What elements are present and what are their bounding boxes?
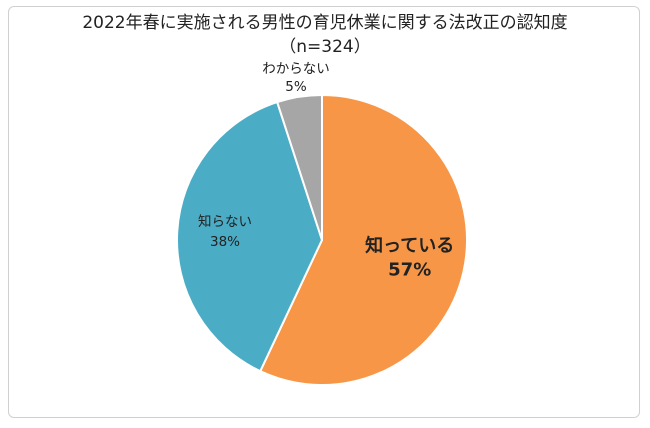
pie-slices [176,93,468,386]
chart-subtitle: （n=324） [279,37,371,57]
slice-label-2: 知らない [198,213,252,230]
pie-labels: 知っている 57% 知らない 38% わからない 5% [198,61,454,281]
slice-value-label-3: 5% [285,79,307,95]
slice-label-1: 知っている [365,235,454,257]
slice-label-3: わからない [262,61,330,77]
slice-value-label-1: 57% [388,260,431,281]
pie-slice-1 [258,93,468,386]
chart-title: 2022年春に実施される男性の育児休業に関する法改正の認知度 [82,13,568,33]
slice-value-label-2: 38% [210,234,240,250]
pie-slice-3 [275,93,323,241]
pie-slice-2 [176,100,324,373]
